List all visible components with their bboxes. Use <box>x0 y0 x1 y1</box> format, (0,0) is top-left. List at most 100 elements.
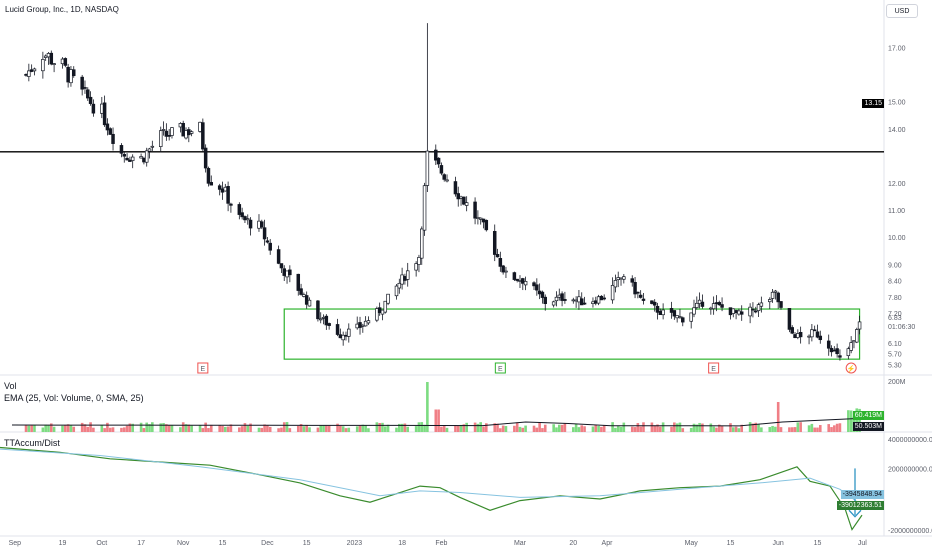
volume-bar <box>650 422 654 432</box>
candle-body <box>456 193 460 200</box>
volume-bar <box>27 425 31 432</box>
volume-bar <box>504 426 508 432</box>
price-tick-label: 6.10 <box>888 341 902 348</box>
time-tick-label: Mar <box>514 540 527 547</box>
volume-bar <box>229 424 233 432</box>
candle-body <box>43 55 48 58</box>
volume-bar <box>774 426 777 432</box>
candle-body <box>829 347 834 353</box>
candle-body <box>403 276 407 281</box>
candle-body <box>299 288 303 295</box>
candle-body <box>167 135 171 137</box>
candle-body <box>619 277 623 280</box>
candle-body <box>790 327 794 334</box>
candle-body <box>184 130 188 139</box>
candle-body <box>66 66 70 83</box>
candle-body <box>521 278 525 284</box>
event-marker-label: ⚡ <box>847 364 856 373</box>
volume-bar <box>151 422 154 432</box>
volume-bar <box>577 427 581 432</box>
volume-bar <box>260 427 264 432</box>
candle-body <box>125 157 129 161</box>
candle-body <box>304 295 309 305</box>
accdist-ma-line <box>0 448 863 506</box>
candle-body <box>630 278 634 283</box>
candle-body <box>400 274 404 285</box>
candle-body <box>347 328 351 337</box>
accdist-group <box>0 446 863 531</box>
candle-body <box>563 299 567 301</box>
candle-body <box>52 63 56 65</box>
candle-body <box>602 297 606 300</box>
candle-body <box>709 307 713 310</box>
candle-body <box>737 310 741 315</box>
volume-bar <box>305 424 308 432</box>
price-tick-label: 11.00 <box>888 208 905 215</box>
price-tick-label: 9.00 <box>888 262 902 269</box>
candle-body <box>422 185 427 231</box>
candle-body <box>86 89 90 99</box>
volume-bar <box>560 424 564 432</box>
volume-bar <box>341 426 345 432</box>
volume-bar <box>355 426 359 432</box>
candle-body <box>695 302 699 308</box>
currency-badge[interactable]: USD <box>886 4 918 18</box>
volume-bar <box>731 427 735 432</box>
volume-bar <box>148 424 151 432</box>
time-tick-label: Nov <box>177 540 190 547</box>
candle-body <box>262 227 267 240</box>
candle-body <box>753 310 758 313</box>
candle-body <box>675 315 679 319</box>
volume-bar <box>41 427 45 432</box>
candle-body <box>405 270 410 280</box>
candle-body <box>571 299 576 302</box>
volume-bar <box>855 408 859 432</box>
volume-bar <box>709 423 713 432</box>
volume-bar <box>807 425 811 432</box>
volume-bar <box>395 427 398 432</box>
price-tick-label: 7.20 <box>888 311 902 318</box>
volume-bar <box>788 427 791 432</box>
volume-bar <box>482 426 485 432</box>
candle-body <box>344 334 348 337</box>
candle-body <box>445 179 449 182</box>
volume-bar <box>591 426 595 432</box>
volume-bar <box>190 425 193 432</box>
volume-bar <box>701 423 704 432</box>
candle-body <box>560 293 564 301</box>
volume-axis-label: 200M <box>888 379 906 386</box>
countdown-label: 01:06:30 <box>888 324 915 331</box>
volume-bar <box>358 425 362 432</box>
volume-bar <box>223 426 227 432</box>
time-tick-label: 15 <box>727 540 735 547</box>
volume-ema-tag: 60.419M <box>852 411 884 420</box>
earnings-event-marker <box>197 362 209 374</box>
candle-body <box>178 123 183 128</box>
time-tick-label: Feb <box>435 540 447 547</box>
volume-bar <box>339 425 342 432</box>
volume-bar <box>139 422 143 432</box>
candle-body <box>504 270 508 273</box>
earnings-event-marker <box>494 362 506 374</box>
volume-bar <box>717 424 721 432</box>
volume-bar <box>266 425 269 432</box>
candle-body <box>591 301 595 304</box>
volume-bar <box>639 426 642 432</box>
volume-bar <box>543 424 547 432</box>
volume-bar <box>386 424 390 432</box>
volume-bar <box>552 424 555 432</box>
accdist-line <box>0 446 863 531</box>
split-event-marker <box>845 362 857 374</box>
volume-bar <box>580 425 584 432</box>
candle-body <box>478 217 483 220</box>
volume-bar <box>616 426 620 432</box>
volume-bar <box>400 423 404 432</box>
volume-bar <box>499 428 502 432</box>
volume-bar <box>92 427 95 432</box>
volume-bar <box>336 423 339 432</box>
candle-body <box>139 156 143 159</box>
volume-bar <box>131 423 134 432</box>
volume-bar <box>209 424 213 432</box>
